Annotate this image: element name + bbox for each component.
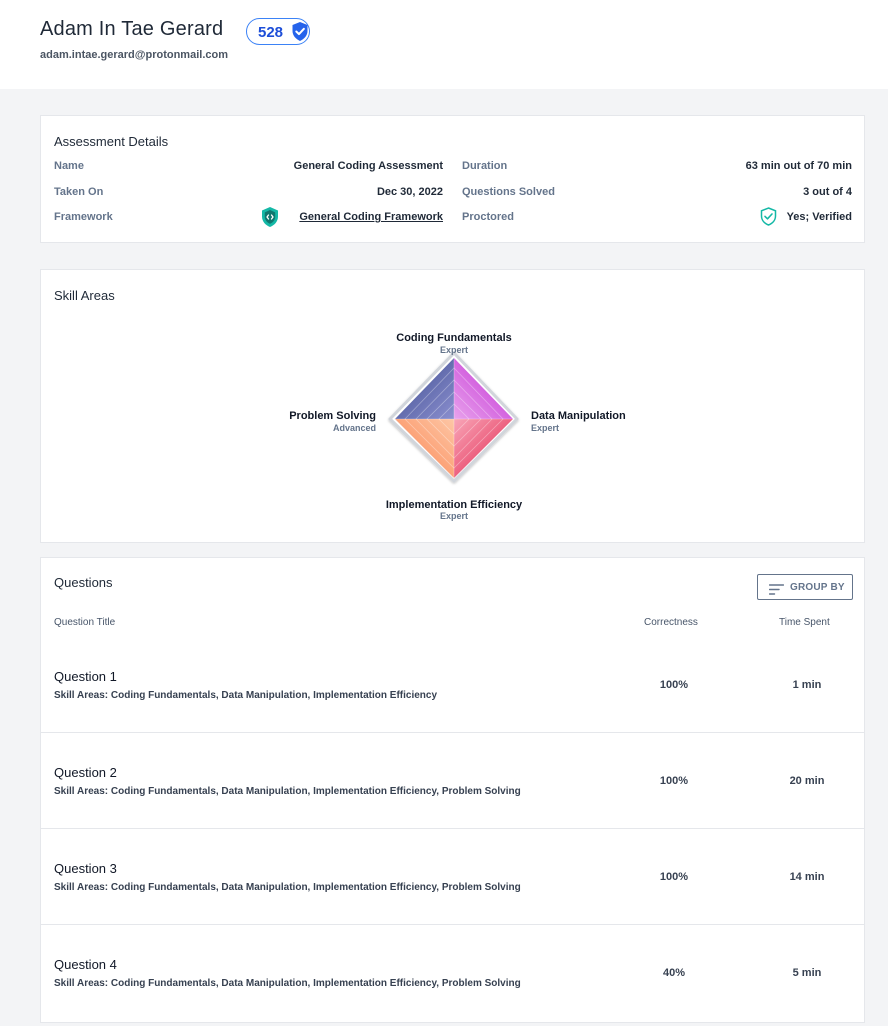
col-question-title[interactable]: Question Title [54, 617, 116, 628]
skill-areas-card: Skill Areas [40, 269, 865, 543]
question-skills: Skill Areas: Coding Fundamentals, Data M… [54, 690, 438, 701]
question-title: Question 3 [54, 861, 117, 876]
radar-area-problem-solving [395, 358, 454, 419]
question-time: 20 min [789, 775, 825, 787]
user-name: Adam In Tae Gerard [40, 18, 224, 40]
col-time-spent[interactable]: Time Spent [779, 617, 830, 628]
user-email: adam.intae.gerard@protonmail.com [40, 49, 228, 61]
framework-label: Framework [54, 211, 113, 223]
skill-level-problem-solving: Advanced [333, 423, 376, 433]
profile-header: Adam In Tae Gerard 528 adam.intae.gerard… [0, 0, 888, 89]
name-value: General Coding Assessment [293, 160, 443, 172]
questions-solved-label: Questions Solved [462, 186, 555, 198]
skill-level-data-manipulation: Expert [531, 423, 559, 433]
table-row[interactable]: Question 2 Skill Areas: Coding Fundament… [41, 733, 864, 829]
group-by-label: GROUP BY [790, 582, 845, 593]
assessment-details-card: Assessment Details Name General Coding A… [40, 115, 865, 243]
shield-code-icon [260, 206, 280, 233]
assessment-details-title: Assessment Details [54, 134, 169, 149]
skill-level-coding-fundamentals: Expert [440, 345, 468, 355]
question-time: 1 min [792, 679, 822, 691]
col-correctness[interactable]: Correctness [644, 617, 698, 628]
score-value: 528 [258, 24, 284, 41]
score-badge[interactable]: 528 [246, 18, 310, 45]
name-label: Name [54, 160, 84, 172]
questions-card: Questions GROUP BY Question Title Correc… [40, 557, 865, 1023]
skill-level-implementation-efficiency: Expert [440, 511, 468, 521]
question-correctness: 40% [662, 967, 686, 979]
verified-shield-icon [291, 21, 309, 47]
question-time: 5 min [792, 967, 822, 979]
question-title: Question 2 [54, 765, 117, 780]
shield-check-icon [760, 207, 777, 231]
skill-label-implementation-efficiency: Implementation Efficiency [386, 499, 523, 511]
question-skills: Skill Areas: Coding Fundamentals, Data M… [54, 978, 521, 989]
sort-lines-icon [768, 582, 785, 600]
duration-label: Duration [462, 160, 508, 172]
proctored-value: Yes; Verified [786, 211, 852, 223]
question-skills: Skill Areas: Coding Fundamentals, Data M… [54, 786, 521, 797]
question-skills: Skill Areas: Coding Fundamentals, Data M… [54, 882, 521, 893]
skill-radar-chart: Coding Fundamentals Expert Data Manipula… [289, 332, 626, 521]
proctored-label: Proctored [462, 211, 514, 223]
framework-link[interactable]: General Coding Framework [299, 211, 443, 223]
group-by-button[interactable]: GROUP BY [757, 574, 853, 600]
skill-label-data-manipulation: Data Manipulation [531, 410, 626, 422]
questions-title: Questions [54, 575, 113, 590]
radar-area-implementation-efficiency [395, 419, 454, 478]
table-row[interactable]: Question 4 Skill Areas: Coding Fundament… [41, 925, 864, 1021]
taken-on-value: Dec 30, 2022 [376, 186, 443, 198]
table-row[interactable]: Question 3 Skill Areas: Coding Fundament… [41, 829, 864, 925]
question-correctness: 100% [659, 679, 689, 691]
table-row[interactable]: Question 1 Skill Areas: Coding Fundament… [41, 637, 864, 733]
radar-area-coding-fundamentals [454, 358, 513, 419]
question-time: 14 min [789, 871, 825, 883]
skill-label-problem-solving: Problem Solving [289, 410, 376, 422]
question-title: Question 4 [54, 957, 117, 972]
questions-solved-value: 3 out of 4 [803, 186, 852, 198]
skill-label-coding-fundamentals: Coding Fundamentals [396, 332, 512, 344]
taken-on-label: Taken On [54, 186, 104, 198]
skill-areas-title: Skill Areas [54, 288, 115, 303]
duration-value: 63 min out of 70 min [745, 160, 852, 172]
question-correctness: 100% [659, 775, 689, 787]
question-title: Question 1 [54, 669, 117, 684]
question-correctness: 100% [659, 871, 689, 883]
radar-area-data-manipulation [454, 419, 513, 478]
